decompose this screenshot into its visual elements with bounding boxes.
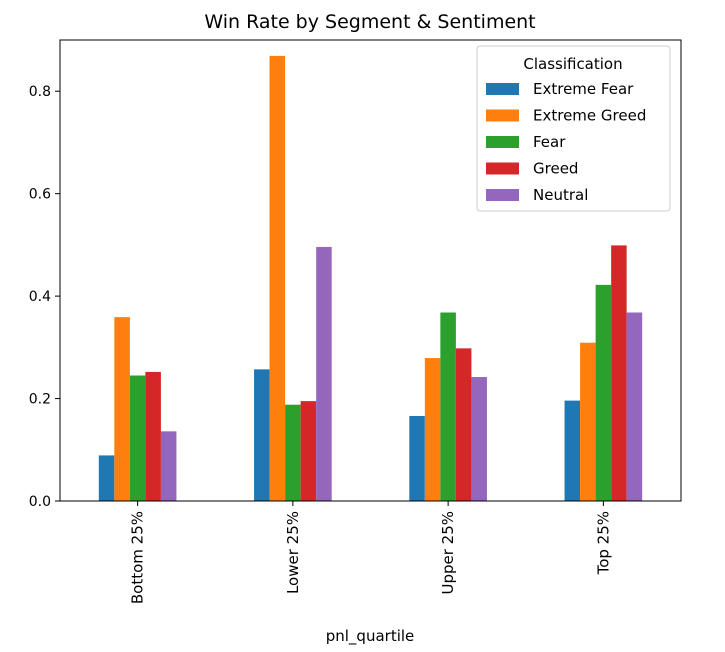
bar-neutral	[316, 246, 332, 501]
bar-greed	[145, 371, 161, 501]
plot-frame	[59, 39, 682, 502]
bar-fear	[285, 404, 301, 501]
y-tick-label: 0.8	[29, 84, 51, 100]
legend-label: Neutral	[533, 186, 588, 204]
y-axis: 0.0 0.2 0.4 0.6 0.8	[29, 84, 60, 510]
x-axis: Bottom 25% Lower 25% Upper 25% Top 25%	[129, 501, 612, 604]
y-tick-label: 0.6	[29, 187, 51, 203]
bars-layer	[98, 55, 643, 502]
legend-swatch	[486, 109, 519, 122]
bar-extreme-greed	[114, 317, 130, 501]
bar-extreme-greed	[269, 55, 286, 502]
bar-extreme-greed	[424, 358, 441, 501]
bar-fear	[129, 375, 146, 501]
legend-label: Extreme Greed	[533, 107, 646, 125]
y-tick-label: 0.2	[29, 392, 51, 408]
bar-greed	[300, 401, 317, 501]
x-tick-label: Lower 25%	[284, 511, 302, 594]
legend-swatch	[486, 162, 519, 175]
legend-label: Fear	[533, 133, 566, 151]
legend-swatch	[486, 136, 519, 148]
legend: Classification Extreme Fear Extreme Greed…	[476, 45, 671, 212]
legend-swatch	[486, 189, 519, 201]
x-tick-label: Upper 25%	[439, 511, 457, 595]
bar-extreme-fear	[254, 369, 270, 501]
bar-greed	[611, 245, 627, 501]
legend-label: Greed	[533, 160, 578, 178]
x-tick-label: Bottom 25%	[129, 511, 147, 604]
bar-extreme-fear	[409, 415, 425, 501]
bar-extreme-fear	[98, 455, 115, 501]
y-tick-label: 0.4	[29, 289, 51, 305]
bar-neutral	[160, 431, 177, 501]
bar-fear	[595, 284, 612, 501]
bar-extreme-greed	[580, 342, 596, 501]
bar-greed	[455, 348, 472, 501]
x-tick-label: Top 25%	[594, 511, 612, 575]
legend-title: Classification	[523, 55, 622, 73]
x-axis-label: pnl_quartile	[326, 627, 415, 646]
bar-fear	[440, 312, 456, 501]
chart-title: Win Rate by Segment & Sentiment	[204, 11, 535, 33]
bar-neutral	[471, 377, 487, 501]
y-tick-label: 0.0	[29, 494, 51, 510]
bar-extreme-fear	[564, 400, 581, 501]
bar-neutral	[626, 312, 643, 501]
legend-label: Extreme Fear	[533, 80, 634, 98]
legend-box	[476, 45, 671, 212]
legend-swatch	[486, 83, 519, 95]
